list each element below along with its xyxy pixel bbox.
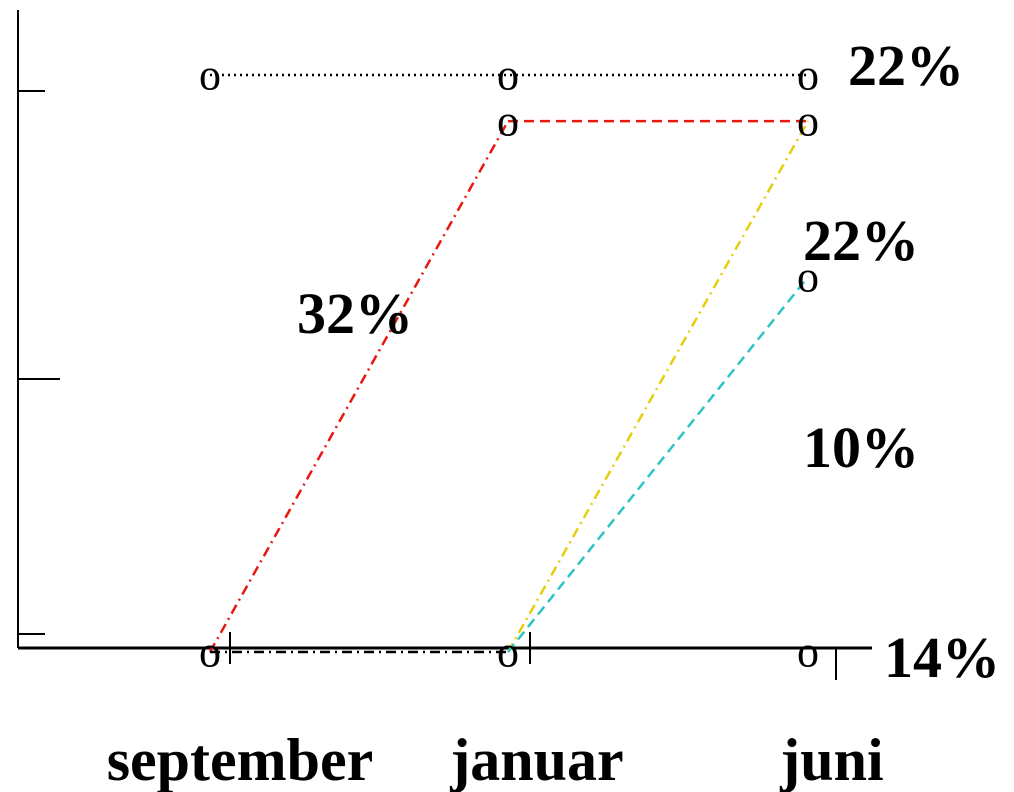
data-point-marker: o (797, 252, 819, 301)
data-point-marker: o (199, 628, 221, 677)
data-point-marker: o (497, 51, 519, 100)
annotation-juni-top: 22% (848, 33, 964, 98)
series-line-4 (507, 276, 809, 653)
x-tick-labels: september januar juni (107, 727, 884, 792)
data-point-marker: o (797, 97, 819, 146)
data-point-marker: o (797, 628, 819, 677)
data-point-marker: o (497, 97, 519, 146)
x-tick-label-september: september (107, 727, 374, 792)
annotation-januar-juni-rise: 22% (803, 208, 919, 273)
annotation-juni-lower: 10% (803, 415, 919, 480)
annotation-juni-baseline: 14% (884, 625, 1000, 690)
series-lines (208, 73, 810, 654)
series-line-3 (506, 120, 810, 653)
data-point-marker: o (497, 628, 519, 677)
x-tick-label-januar: januar (449, 727, 623, 792)
annotation-september-januar-rise: 32% (297, 281, 413, 346)
data-point-marker: o (797, 51, 819, 100)
markers: o o oo oo ooo (199, 51, 819, 677)
series-line-2 (208, 120, 510, 653)
data-point-marker: o (199, 51, 221, 100)
axes (17, 10, 872, 680)
x-tick-label-juni: juni (779, 727, 883, 792)
annotations: 22% 22% 32% 10% 14% (297, 33, 1000, 690)
